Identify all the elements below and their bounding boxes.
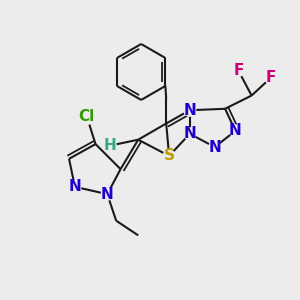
Text: F: F [266, 70, 276, 86]
Text: N: N [229, 123, 242, 138]
Circle shape [69, 181, 81, 193]
Text: N: N [208, 140, 221, 154]
Text: H: H [104, 138, 117, 153]
Circle shape [104, 140, 116, 152]
Circle shape [232, 64, 244, 76]
Text: S: S [164, 148, 175, 164]
Text: N: N [101, 187, 114, 202]
Circle shape [78, 108, 95, 124]
Circle shape [230, 125, 241, 137]
Circle shape [184, 104, 196, 116]
Text: N: N [68, 179, 81, 194]
Text: Cl: Cl [79, 109, 95, 124]
Text: N: N [183, 103, 196, 118]
Circle shape [209, 141, 221, 153]
Text: N: N [183, 126, 196, 141]
Circle shape [101, 188, 113, 200]
Text: F: F [233, 63, 244, 78]
Circle shape [163, 150, 175, 162]
Circle shape [265, 72, 277, 84]
Circle shape [184, 128, 196, 140]
